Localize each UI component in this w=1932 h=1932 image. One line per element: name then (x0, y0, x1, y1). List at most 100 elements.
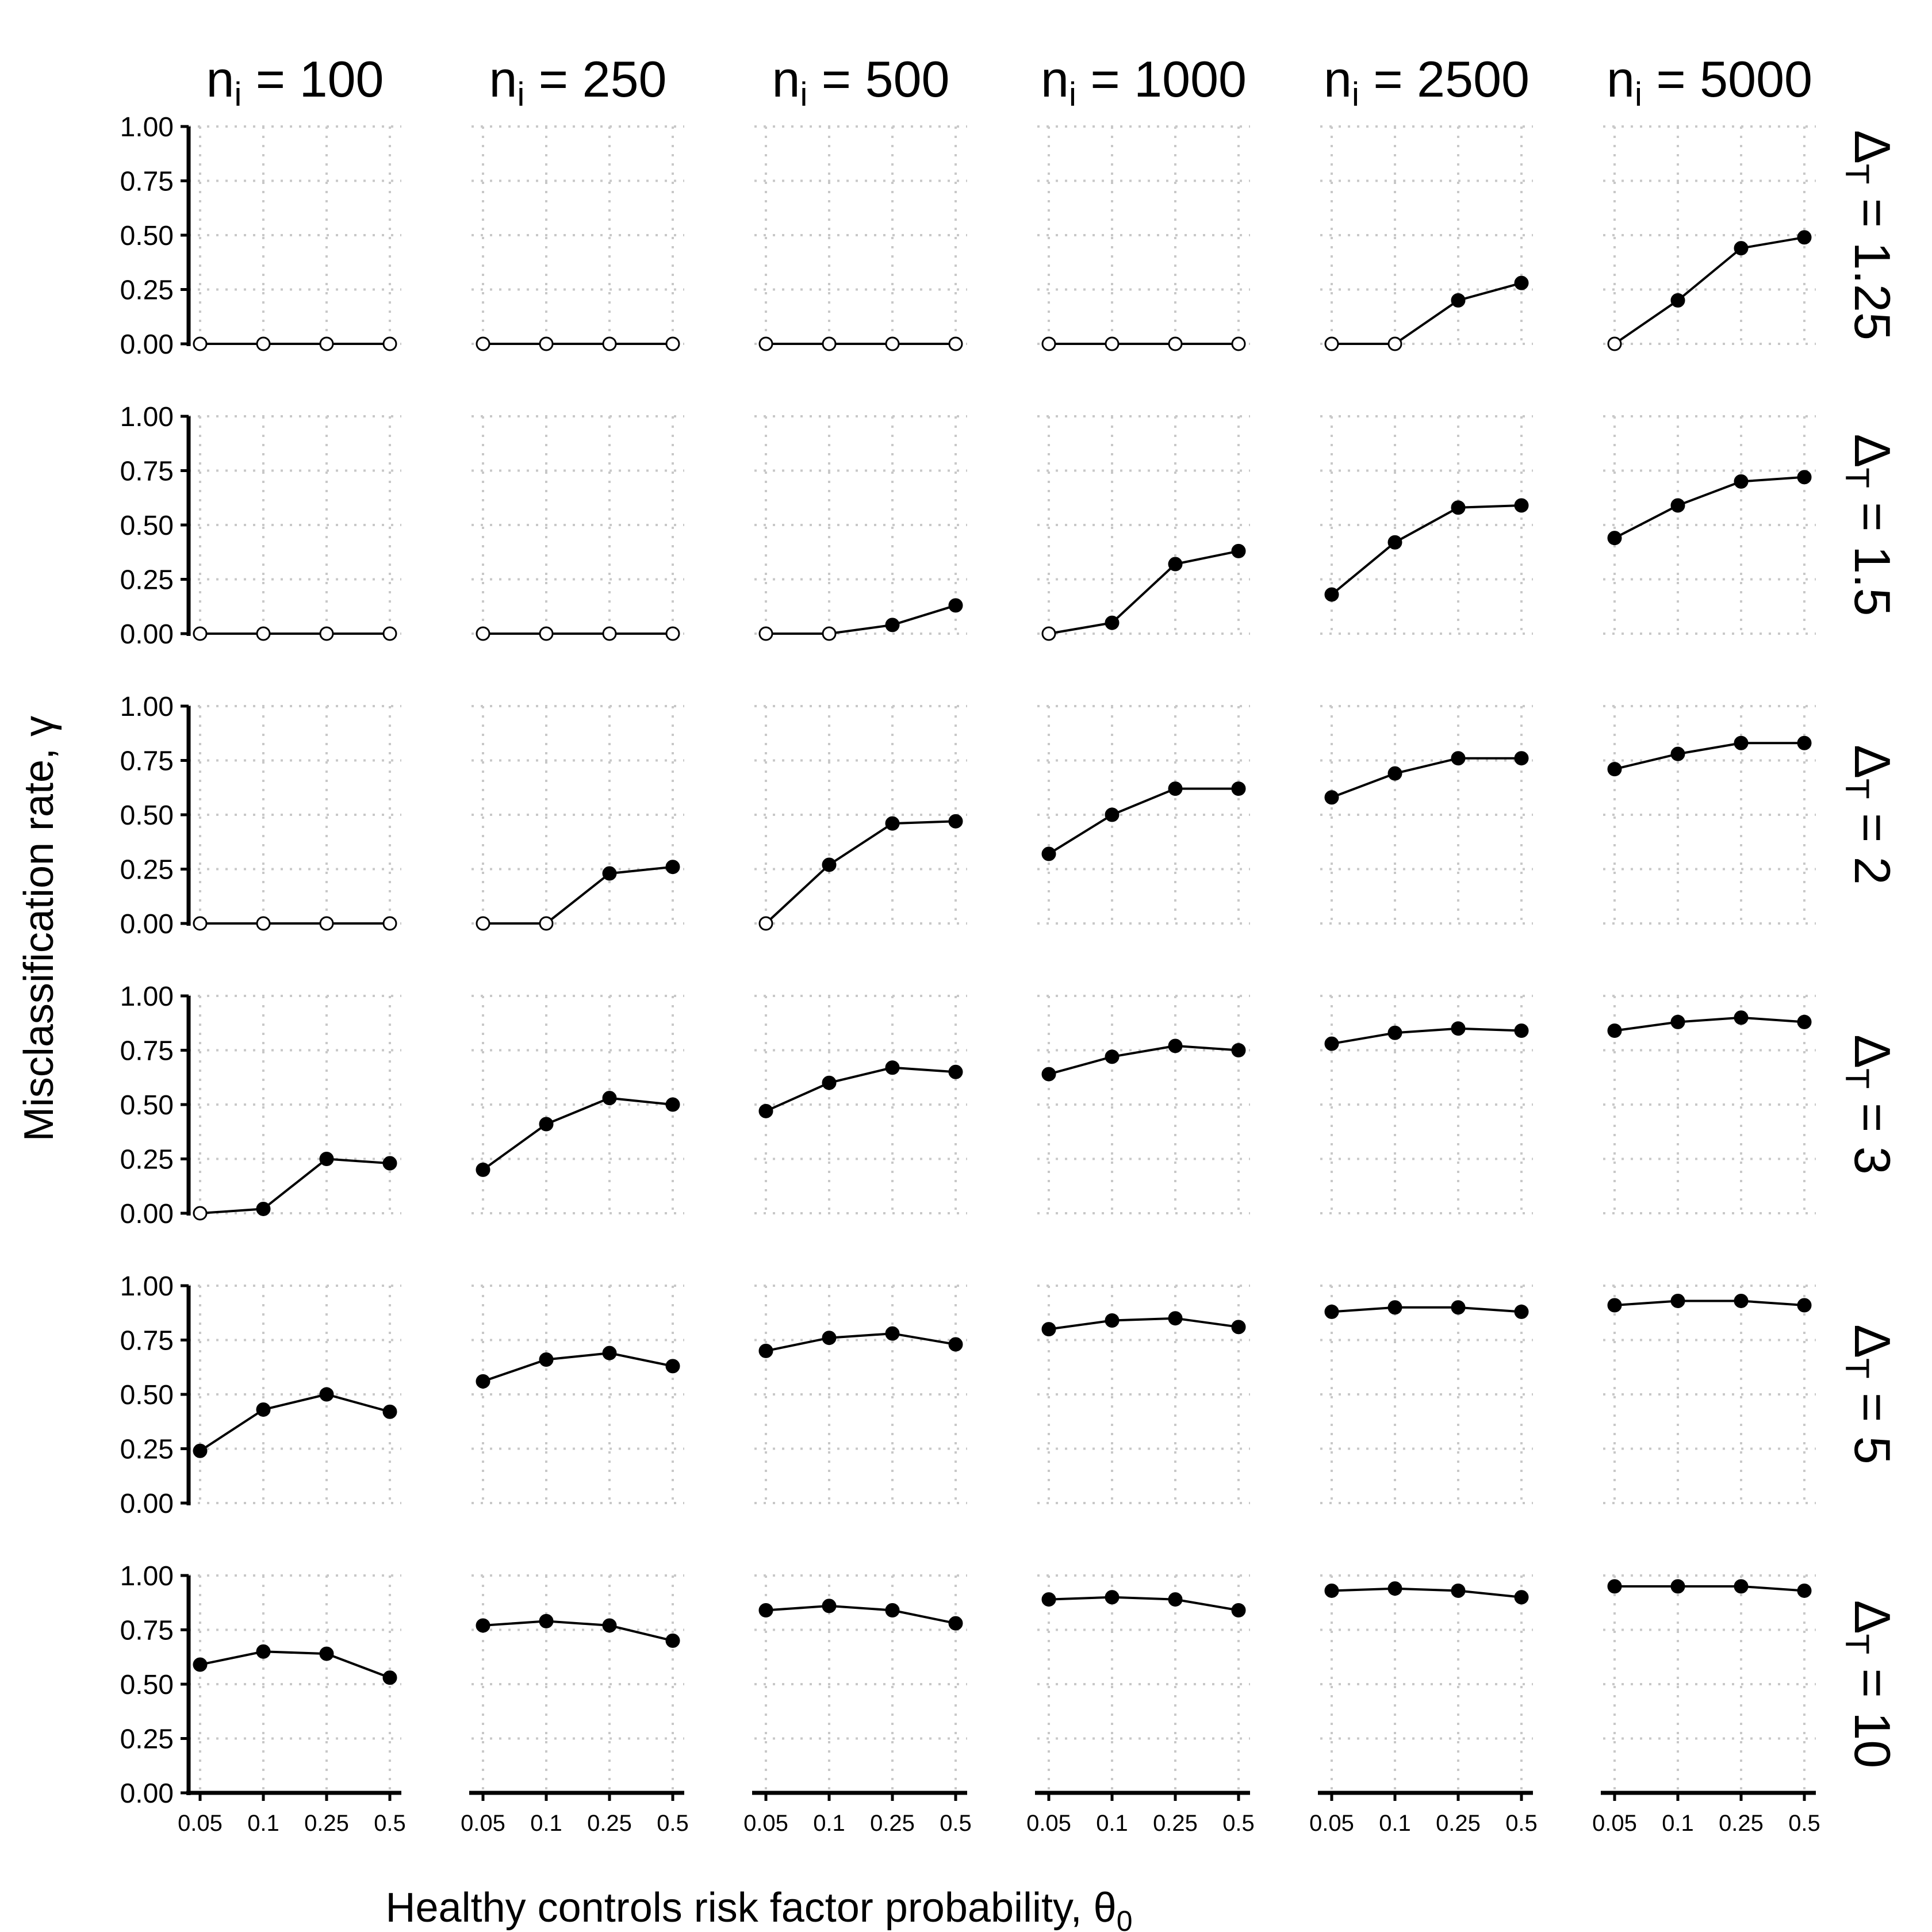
data-point (1734, 474, 1749, 489)
data-point (1324, 1036, 1339, 1051)
data-point (382, 1670, 397, 1685)
data-point (193, 1443, 208, 1458)
strip-value: = 1000 (1076, 51, 1247, 108)
data-point (822, 857, 837, 872)
column-strip-label: ni = 100 (206, 51, 384, 113)
strip-value: = 5000 (1642, 51, 1812, 108)
y-tick-label: 0.25 (120, 1724, 174, 1755)
series-line (1614, 476, 1805, 539)
data-point (665, 336, 680, 351)
data-point (1041, 1322, 1056, 1337)
data-point (476, 1618, 490, 1633)
series-line (1614, 1300, 1805, 1306)
data-point (256, 1402, 271, 1417)
data-point (1451, 1300, 1466, 1315)
y-tick-label: 0.50 (120, 221, 174, 251)
x-tick-label: 0.05 (1026, 1811, 1071, 1836)
row-strip-label: ΔT = 1.5 (1838, 434, 1901, 616)
data-point (1168, 1592, 1183, 1607)
y-tick-label: 0.00 (120, 1778, 174, 1809)
series-line (483, 865, 673, 925)
strip-value: = 5 (1844, 1378, 1901, 1464)
series-line (1048, 1596, 1239, 1612)
x-axis-title: Healthy controls risk factor probability… (386, 1885, 1133, 1932)
data-point (1324, 1583, 1339, 1598)
strip-subscript: i (234, 76, 241, 113)
data-point (822, 626, 837, 641)
strip-prefix: n (1041, 51, 1069, 108)
x-tick-label: 0.1 (1096, 1811, 1128, 1836)
column-strip-label: ni = 1000 (1041, 51, 1247, 113)
data-point (539, 916, 554, 931)
data-point (948, 1616, 963, 1631)
data-point (885, 618, 900, 632)
data-point (193, 626, 208, 641)
strip-prefix: Δ (1844, 745, 1901, 779)
y-tick-label: 0.75 (120, 746, 174, 777)
data-point (476, 916, 490, 931)
strip-subscript: T (1838, 1358, 1876, 1378)
data-point (1797, 470, 1812, 485)
series-line (482, 1097, 673, 1171)
data-point (1324, 336, 1339, 351)
data-point (1670, 746, 1685, 761)
data-point (382, 336, 397, 351)
data-point (539, 1117, 554, 1132)
series-line (482, 1620, 673, 1642)
x-tick-label: 0.25 (587, 1811, 632, 1836)
data-point (476, 336, 490, 351)
data-point (193, 336, 208, 351)
y-tick-label: 0.25 (120, 565, 174, 596)
data-point (256, 626, 271, 641)
strip-subscript: T (1838, 1634, 1876, 1654)
strip-value: = 3 (1844, 1088, 1901, 1174)
data-point (1514, 1304, 1529, 1319)
data-point (665, 1633, 680, 1648)
data-point (885, 1603, 900, 1617)
strip-value: = 500 (807, 51, 949, 108)
strip-prefix: Δ (1844, 1324, 1901, 1358)
data-point (758, 1603, 773, 1617)
column-strip-label: ni = 5000 (1607, 51, 1812, 113)
strip-prefix: n (1324, 51, 1352, 108)
series-line (200, 1157, 390, 1214)
strip-value: = 100 (241, 51, 384, 108)
y-tick-label: 1.00 (120, 402, 174, 432)
data-point (319, 916, 334, 931)
y-tick-label: 1.00 (120, 112, 174, 143)
data-point (1797, 230, 1812, 245)
data-point (1451, 500, 1466, 515)
data-point (193, 1206, 208, 1221)
data-point (1670, 1579, 1685, 1594)
series-line (1331, 757, 1521, 799)
data-point (1324, 790, 1339, 805)
data-point (822, 1331, 837, 1346)
strip-subscript: i (517, 76, 524, 113)
data-point (193, 1657, 208, 1672)
series-line (765, 1604, 956, 1625)
data-point (1168, 557, 1183, 572)
column-strip-label: ni = 500 (772, 51, 950, 113)
data-point (1797, 1014, 1812, 1029)
strip-prefix: Δ (1844, 1600, 1901, 1634)
data-point (1105, 807, 1120, 822)
series-line (765, 1066, 956, 1113)
x-tick-label: 0.25 (870, 1811, 915, 1836)
x-tick-label: 0.5 (1222, 1811, 1255, 1836)
x-tick-label: 0.5 (1788, 1811, 1820, 1836)
data-point (948, 336, 963, 351)
series (193, 230, 1812, 1685)
y-tick-label: 0.00 (120, 619, 174, 650)
column-strip-label: ni = 250 (489, 51, 667, 113)
series-line (1048, 1044, 1239, 1076)
x-tick-label: 0.05 (1309, 1811, 1354, 1836)
data-point (1324, 1304, 1339, 1319)
data-point (1670, 1293, 1685, 1308)
series-line (200, 1650, 390, 1679)
x-tick-label: 0.5 (1505, 1811, 1538, 1836)
data-point (1607, 1298, 1622, 1313)
series-line (1615, 1585, 1805, 1592)
y-tick-label: 0.75 (120, 167, 174, 197)
data-point (1387, 766, 1402, 781)
data-point (1451, 751, 1466, 766)
